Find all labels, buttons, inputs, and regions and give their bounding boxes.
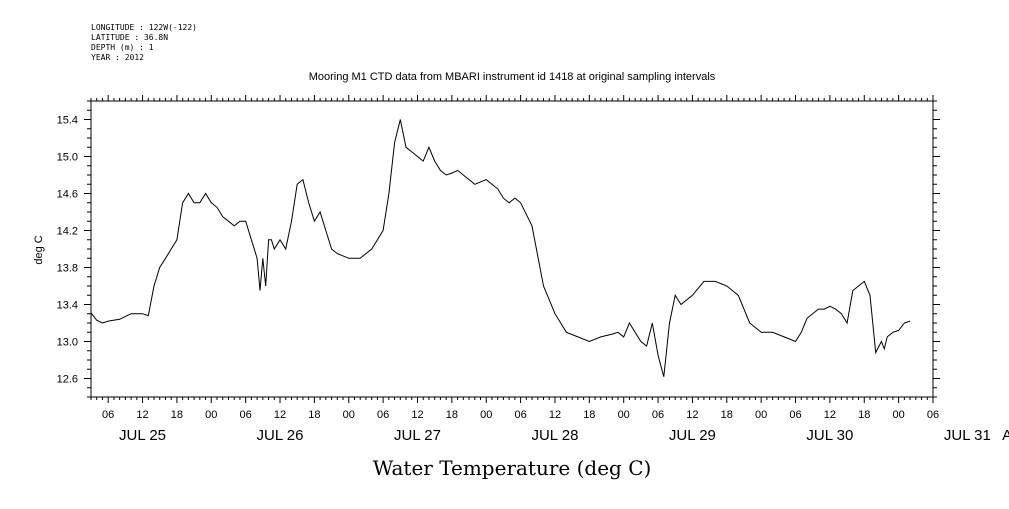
x-day-label: JUL 27 bbox=[394, 427, 441, 444]
y-tick-label: 14.6 bbox=[57, 189, 78, 201]
axes-layer: 06 12 18 00 06 12 18 00 06 12 18 00 06 12 18 00 06 12 18 00… bbox=[57, 95, 1009, 444]
x-tick-label: 06 bbox=[377, 409, 389, 421]
x-tick-label: 00 bbox=[343, 409, 355, 421]
x-tick-label: 18 bbox=[171, 409, 183, 421]
x-day-label: JUL 31 bbox=[944, 427, 991, 444]
chart-title: Mooring M1 CTD data from MBARI instrumen… bbox=[309, 71, 716, 83]
x-tick-label: 00 bbox=[480, 409, 492, 421]
x-tick-label: 18 bbox=[446, 409, 458, 421]
x-tick-label: 18 bbox=[583, 409, 595, 421]
y-axis-label: deg C bbox=[33, 235, 45, 264]
x-day-label: JUL 25 bbox=[119, 427, 166, 444]
y-tick-label: 15.4 bbox=[57, 115, 78, 127]
x-day-label: JUL 29 bbox=[669, 427, 716, 444]
y-tick-label: 13.0 bbox=[57, 337, 78, 349]
x-tick-label: 18 bbox=[308, 409, 320, 421]
metadata-block: LONGITUDE : 122W(-122) LATITUDE : 36.8N … bbox=[91, 23, 197, 62]
x-tick-label: 18 bbox=[858, 409, 870, 421]
latitude-line: LATITUDE : 36.8N bbox=[91, 33, 168, 42]
x-tick-label: 12 bbox=[549, 409, 561, 421]
x-axis-label: Water Temperature (deg C) bbox=[373, 456, 652, 480]
longitude-line: LONGITUDE : 122W(-122) bbox=[91, 23, 197, 32]
series-line-water-temperature bbox=[90, 119, 911, 377]
x-tick-label: 12 bbox=[274, 409, 286, 421]
x-day-label: AUG 1 bbox=[1002, 427, 1009, 444]
y-tick-label: 14.2 bbox=[57, 226, 78, 238]
x-tick-label: 12 bbox=[824, 409, 836, 421]
x-tick-label: 12 bbox=[411, 409, 423, 421]
x-tick-label: 12 bbox=[686, 409, 698, 421]
y-tick-label: 13.4 bbox=[57, 300, 78, 312]
year-line: YEAR : 2012 bbox=[91, 53, 144, 62]
x-tick-label: 00 bbox=[893, 409, 905, 421]
x-tick-label: 00 bbox=[755, 409, 767, 421]
x-tick-label: 06 bbox=[789, 409, 801, 421]
x-tick-label: 06 bbox=[240, 409, 252, 421]
x-tick-label: 00 bbox=[618, 409, 630, 421]
y-tick-label: 13.8 bbox=[57, 263, 78, 275]
x-day-label: JUL 30 bbox=[806, 427, 853, 444]
x-tick-label: 12 bbox=[136, 409, 148, 421]
x-tick-label: 18 bbox=[721, 409, 733, 421]
plot-frame bbox=[90, 100, 934, 398]
x-day-label: JUL 28 bbox=[531, 427, 578, 444]
y-tick-label: 15.0 bbox=[57, 152, 78, 164]
x-tick-label: 00 bbox=[205, 409, 217, 421]
x-day-label: JUL 26 bbox=[257, 427, 304, 444]
x-tick-label: 06 bbox=[514, 409, 526, 421]
x-tick-label: 06 bbox=[102, 409, 114, 421]
y-tick-label: 12.6 bbox=[57, 374, 78, 386]
x-tick-label: 06 bbox=[927, 409, 939, 421]
depth-line: DEPTH (m) : 1 bbox=[91, 43, 154, 52]
x-tick-label: 06 bbox=[652, 409, 664, 421]
